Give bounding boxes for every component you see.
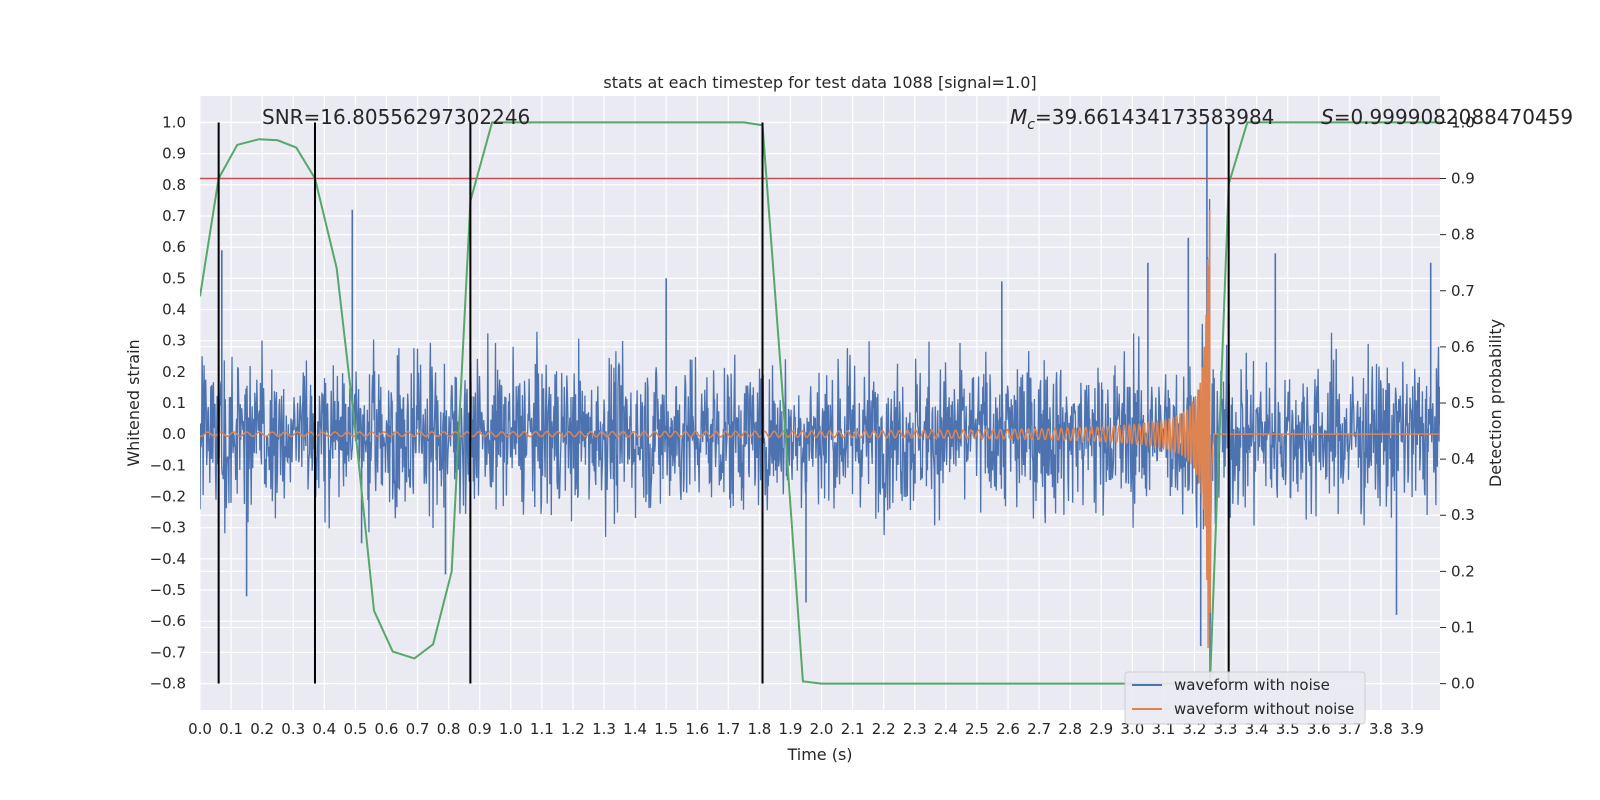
x-tick-label: 2.6 [996,720,1020,738]
y-left-tick-label: 0.5 [162,269,186,287]
x-tick-label: 1.6 [685,720,709,738]
x-tick-label: 0.0 [188,720,212,738]
y-left-tick-label: 0.4 [162,300,186,318]
y-right-tick-label: 0.6 [1451,338,1475,356]
snr-annotation: SNR=16.80556297302246 [262,105,530,129]
chirp-mass-value: =39.661434173583984 [1035,105,1274,129]
x-tick-label: 1.5 [654,720,678,738]
x-tick-label: 2.9 [1089,720,1113,738]
y-left-tick-label: 0.0 [162,425,186,443]
x-tick-label: 1.7 [716,720,740,738]
y-left-tick-label: −0.5 [150,581,186,599]
chart-title: stats at each timestep for test data 108… [603,73,1036,92]
detection-score-symbol: S [1321,105,1334,129]
legend-box [1124,671,1366,725]
y-right-tick-label: 0.4 [1451,450,1475,468]
y-left-tick-label: 0.3 [162,332,186,350]
y-left-tick-label: −0.1 [150,456,186,474]
x-tick-label: 0.2 [250,720,274,738]
y-left-tick-label: 1.0 [162,113,186,131]
x-tick-label: 3.9 [1400,720,1424,738]
y-right-tick-label: 0.3 [1451,506,1475,524]
x-tick-label: 0.9 [468,720,492,738]
x-tick-label: 1.4 [623,720,647,738]
x-tick-label: 0.7 [406,720,430,738]
waveform-without-noise-line [200,209,1440,649]
x-tick-label: 0.5 [343,720,367,738]
y-left-tick-label: 0.7 [162,207,186,225]
x-tick-label: 0.1 [219,720,243,738]
x-tick-label: 2.2 [872,720,896,738]
legend: waveform with noise waveform without noi… [1124,671,1366,725]
y-left-tick-label: −0.2 [150,488,186,506]
x-tick-label: 2.7 [1027,720,1051,738]
x-tick-label: 2.0 [810,720,834,738]
detection-score-annotation: S=0.9999082088470459 [1321,105,1573,129]
detection-score-value: =0.9999082088470459 [1334,105,1573,129]
chirp-mass-subscript: c [1027,117,1035,133]
y-right-tick-label: 0.9 [1451,170,1475,188]
vertical-markers [217,122,1230,684]
detection-probability-line [200,121,1440,685]
y-axis-right-label: Detection probability [1486,319,1505,487]
x-tick-label: 0.4 [312,720,336,738]
x-tick-label: 0.3 [281,720,305,738]
x-tick-label: 0.8 [437,720,461,738]
chirp-mass-symbol: M [1010,105,1027,129]
y-right-tick-label: 0.0 [1451,675,1475,693]
x-tick-label: 0.6 [375,720,399,738]
y-left-tick-label: 0.9 [162,145,186,163]
series-layer [200,121,1440,685]
y-left-tick-label: 0.2 [162,363,186,381]
y-left-tick-label: −0.3 [150,519,186,537]
x-tick-label: 2.3 [903,720,927,738]
y-left-tick-label: −0.7 [150,643,186,661]
x-tick-label: 1.3 [592,720,616,738]
y-left-tick-label: 0.8 [162,176,186,194]
x-tick-label: 1.9 [779,720,803,738]
y-right-tick-label: 0.2 [1451,562,1475,580]
legend-label-clean: waveform without noise [1174,700,1354,718]
waveform-with-noise-line [200,198,1440,625]
y-right-tick-label: 0.8 [1451,226,1475,244]
y-right-tick-label: 1.0 [1451,113,1475,131]
y-right-tick-label: 0.5 [1451,394,1475,412]
y-axis-left-ticks: 1.0 0.9 0.8 0.7 0.6 0.5 0.4 0.3 0.2 0.1 0.0 −0.1 −0.… [150,113,186,692]
y-left-tick-label: −0.8 [150,675,186,693]
chirp-mass-annotation: Mc=39.661434173583984 [1010,105,1274,133]
x-tick-label: 1.8 [747,720,771,738]
x-tick-label: 1.2 [561,720,585,738]
y-left-tick-label: −0.6 [150,612,186,630]
legend-label-noisy: waveform with noise [1174,676,1330,694]
x-tick-label: 2.5 [965,720,989,738]
y-axis-left-label: Whitened strain [124,339,143,466]
x-tick-label: 3.8 [1369,720,1393,738]
y-right-tick-label: 0.1 [1451,618,1475,636]
y-left-tick-label: −0.4 [150,550,186,568]
x-axis-label: Time (s) [786,745,852,764]
x-tick-label: 2.4 [934,720,958,738]
y-axis-right-ticks: 1.0 0.9 0.8 0.7 0.6 0.5 0.4 0.3 0.2 0.1 0.0 [1440,113,1475,693]
y-left-tick-label: 0.1 [162,394,186,412]
y-right-tick-label: 0.7 [1451,282,1475,300]
x-tick-label: 2.8 [1058,720,1082,738]
x-tick-label: 1.0 [499,720,523,738]
y-left-tick-label: 0.6 [162,238,186,256]
x-tick-label: 1.1 [530,720,554,738]
x-tick-label: 2.1 [841,720,865,738]
